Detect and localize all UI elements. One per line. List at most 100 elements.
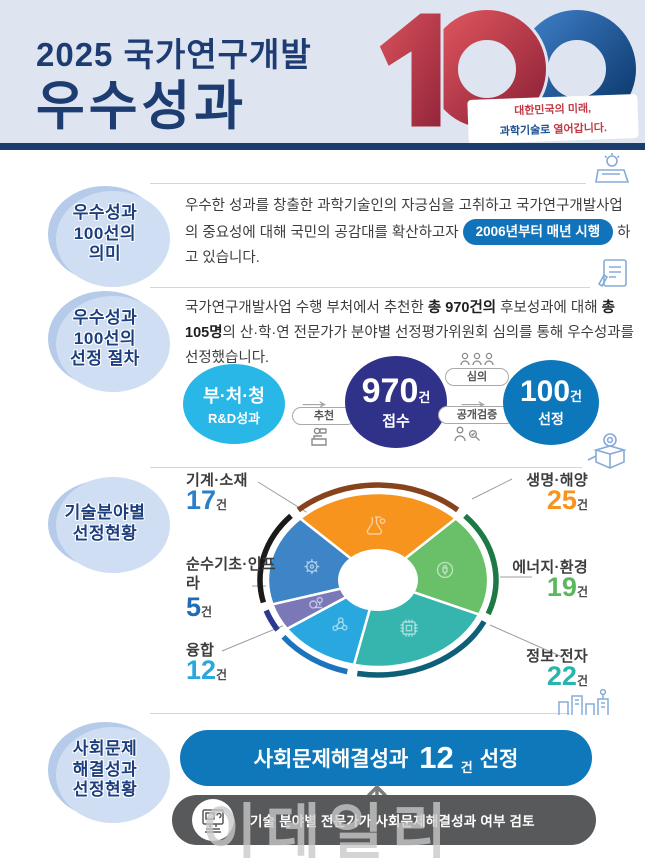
review-note-pill: 기술 분야별 전문가가 사회문제해결성과 여부 검토	[172, 795, 596, 845]
badge-meaning-line3: 의미	[88, 244, 122, 264]
process-paragraph: 국가연구개발사업 수행 부처에서 추천한 총 970건의 후보성과에 대해 총 …	[185, 296, 635, 371]
badge-meaning-line1: 우수성과	[72, 202, 138, 222]
committee-icon	[460, 352, 494, 366]
badge-process: 우수성과 100선의 선정 절차	[48, 291, 170, 392]
flow-970-unit: 건	[418, 389, 431, 405]
tagline-line2-red: 열어갑니다.	[550, 122, 608, 137]
value-energy-env: 19건	[468, 574, 588, 601]
note-icon-circle	[192, 799, 234, 841]
slice-icon-1	[436, 561, 454, 579]
value-machinery: 17건	[186, 487, 227, 514]
value-info-elec-unit: 건	[576, 674, 588, 688]
donut-hole	[338, 549, 418, 611]
section2-divider	[150, 287, 590, 288]
flow-step1-title: 부·처·청	[203, 385, 265, 406]
pie-ring-3	[281, 634, 348, 675]
badge-fields-line2: 선정현황	[72, 524, 138, 543]
pie-ring-4	[263, 609, 280, 632]
section1-divider	[150, 183, 586, 184]
badge-social-line3: 선정현황	[72, 780, 138, 800]
logo-one	[376, 10, 444, 130]
value-convergence-unit: 건	[216, 668, 228, 682]
badge-fields-line1: 기술분야별	[64, 503, 146, 523]
verification-icon	[454, 426, 480, 442]
slice-icon-0	[366, 516, 386, 535]
badge-process-line2: 100선의	[73, 328, 137, 348]
value-convergence-num: 12	[186, 655, 217, 685]
review-pill: 심의	[445, 368, 509, 386]
slice-icon-4	[309, 596, 323, 609]
flow-step-ministries: 부·처·청 R&D성과	[183, 364, 285, 444]
label-machinery: 기계·소재	[186, 472, 248, 489]
recommend-pill: 추천	[292, 407, 356, 425]
label-energy-env: 에너지·환경	[512, 559, 588, 576]
badge-social-line1: 사회문제	[72, 738, 138, 758]
leader-line-4	[221, 621, 293, 652]
badge-process-line1: 우수성과	[72, 307, 138, 327]
pie-ring-2	[356, 620, 487, 678]
flow-step1-sub: R&D성과	[207, 410, 261, 426]
badge-social: 사회문제 해결성과 선정현황	[48, 722, 170, 823]
podium-icon	[311, 427, 327, 446]
label-bio-marine: 생명·해양	[526, 472, 588, 489]
social-result-pill: 사회문제해결성과 12 건 선정	[180, 730, 592, 786]
fields-donut-chart	[221, 478, 561, 678]
flow-step2-caption: 접수	[382, 412, 410, 430]
document-pencil-icon	[597, 259, 627, 288]
label-basic-infra: 순수기초·인프라	[186, 556, 276, 592]
value-machinery-num: 17	[186, 485, 217, 515]
social-pill-unit: 건	[460, 760, 473, 775]
open-box-icon	[587, 433, 627, 469]
page-title-line2: 우수성과	[36, 77, 248, 136]
review-note-text: 기술 분야별 전문가가 사회문제해결성과 여부 검토	[250, 814, 535, 829]
label-convergence: 융합	[186, 642, 215, 659]
section4-divider	[150, 713, 570, 714]
computer-icon	[202, 809, 224, 833]
badge-meaning: 우수성과 100선의 의미	[48, 186, 170, 287]
pie-slice-에너지·환경	[376, 517, 490, 616]
badge-fields: 기술분야별 선정현황	[48, 477, 170, 573]
slice-icon-5	[304, 559, 320, 575]
city-skyline-icon	[558, 688, 609, 715]
flow-step-selected: 100건 선정	[503, 360, 599, 445]
process-text-3: 의 산·학·연 전문가가 분야별 선정평가위원회 심의를 통해 우수성과를 선정…	[185, 324, 634, 366]
leader-line-5	[489, 624, 561, 657]
value-bio-marine: 25건	[478, 487, 588, 514]
badge-meaning-line2: 100선의	[73, 223, 137, 243]
meaning-text-pre: 우수한 성과를 창출한 과학기술인의 자긍심을 고취하고 국가연구개발사업의 중…	[185, 198, 623, 241]
since-2006-pill: 2006년부터 매년 시행	[462, 218, 614, 246]
flow-step-received: 970건 접수	[345, 356, 447, 448]
flow-100: 100	[519, 374, 571, 408]
value-bio-marine-unit: 건	[576, 498, 588, 512]
pie-ring-0	[296, 482, 460, 513]
value-energy-env-num: 19	[546, 572, 577, 602]
laptop-idea-icon	[595, 153, 630, 183]
process-bold-970: 총 970건의	[427, 300, 497, 316]
meaning-paragraph: 우수한 성과를 창출한 과학기술인의 자긍심을 고취하고 국가연구개발사업의 중…	[185, 194, 635, 271]
value-energy-env-unit: 건	[576, 585, 588, 599]
flow-970: 970	[361, 371, 419, 410]
page-title-line1: 2025 국가연구개발	[36, 36, 312, 73]
badge-social-line2: 해결성과	[72, 759, 138, 779]
value-convergence: 12건	[186, 657, 227, 684]
value-machinery-unit: 건	[216, 498, 228, 512]
pie-ring-1	[463, 513, 499, 616]
slice-icon-3	[332, 617, 348, 632]
value-basic-infra-num: 5	[186, 592, 202, 622]
meaning-text-post: 하고 있습니다.	[185, 224, 631, 266]
process-text-1: 국가연구개발사업 수행 부처에서 추천한	[185, 300, 428, 316]
value-bio-marine-num: 25	[546, 485, 577, 515]
social-pill-number: 12	[419, 740, 454, 775]
tagline-line2-blue: 과학기술로	[499, 124, 551, 138]
social-pill-suffix: 선정	[479, 748, 519, 771]
value-basic-infra-unit: 건	[201, 605, 213, 619]
leader-line-0	[257, 481, 317, 519]
leader-line-1	[471, 478, 513, 500]
tagline-line1: 대한민국의 미래,	[514, 102, 592, 118]
section3-divider	[150, 467, 582, 468]
value-info-elec: 22건	[478, 663, 588, 690]
label-info-elec: 정보·전자	[526, 648, 588, 665]
logo-tagline: 대한민국의 미래, 과학기술로 열어갑니다.	[467, 94, 639, 144]
header-divider-bar	[0, 143, 645, 150]
